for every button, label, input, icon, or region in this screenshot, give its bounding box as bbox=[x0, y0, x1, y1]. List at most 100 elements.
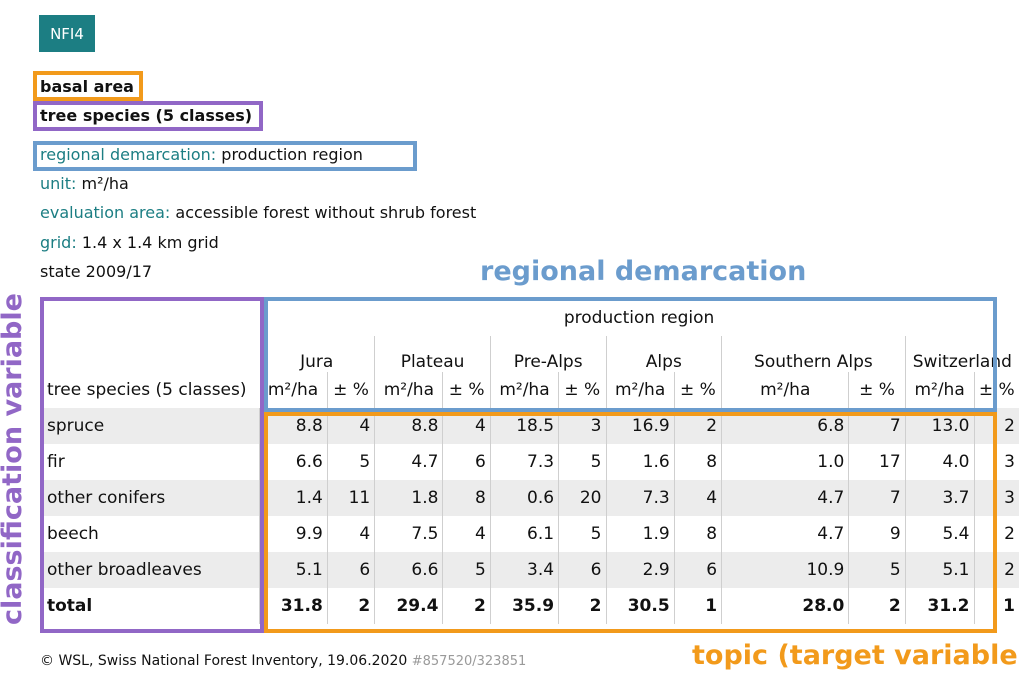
regional-box bbox=[264, 297, 997, 412]
error-cell: 5 bbox=[848, 552, 906, 588]
unit-col-header: m²/ha bbox=[374, 372, 443, 408]
classification-title: tree species (5 classes) bbox=[40, 106, 253, 125]
value-cell: 4.7 bbox=[374, 444, 443, 480]
error-cell: 6 bbox=[326, 552, 375, 588]
value-cell: 6.1 bbox=[489, 516, 559, 552]
regional-line: regional demarcation: production region bbox=[40, 145, 363, 165]
value-cell: 1.6 bbox=[605, 444, 675, 480]
value-cell: 1.8 bbox=[374, 480, 443, 516]
value-cell: 6.6 bbox=[374, 552, 443, 588]
value-cell: 10.9 bbox=[721, 552, 849, 588]
error-cell: 5 bbox=[558, 444, 606, 480]
value-cell: 5.4 bbox=[904, 516, 974, 552]
classification-box bbox=[40, 297, 264, 633]
value-cell: 7.3 bbox=[605, 480, 675, 516]
row-label: total bbox=[47, 596, 93, 616]
footer-id: #857520/323851 bbox=[411, 654, 527, 669]
value-cell: 13.0 bbox=[904, 408, 974, 444]
topic-annotation: topic (target variable) bbox=[692, 640, 1019, 671]
error-cell: 2 bbox=[558, 588, 606, 624]
evaluation-value: accessible forest without shrub forest bbox=[175, 203, 477, 222]
error-cell: 2 bbox=[442, 588, 491, 624]
table-row: other conifers 1.4 11 1.8 8 0.6 20 7.3 4 4.7 7 3.7 3 bbox=[44, 480, 1019, 516]
table-row: other broadleaves 5.1 6 6.6 5 3.4 6 2.9 6 10.9 5 5.… bbox=[44, 552, 1019, 588]
value-cell: 4.7 bbox=[721, 516, 849, 552]
error-col-header: ± % bbox=[673, 372, 722, 408]
error-cell: 6 bbox=[558, 552, 606, 588]
error-cell: 3 bbox=[973, 480, 1019, 516]
row-label: other conifers bbox=[44, 480, 260, 516]
footer-copyright: © WSL, Swiss National Forest Inventory, … bbox=[40, 653, 408, 669]
error-cell: 4 bbox=[326, 516, 375, 552]
error-cell: 7 bbox=[848, 480, 906, 516]
classification-annotation: classification variable bbox=[0, 293, 28, 625]
grid-label: grid: bbox=[40, 233, 77, 252]
value-cell: 1.0 bbox=[721, 444, 849, 480]
value-cell: 9.9 bbox=[258, 516, 328, 552]
error-cell: 5 bbox=[558, 516, 606, 552]
topic-box bbox=[264, 412, 997, 633]
error-cell: 11 bbox=[326, 480, 375, 516]
unit-col-header: m²/ha bbox=[904, 372, 974, 408]
error-col-header: ± % bbox=[442, 372, 491, 408]
table-row: fir 6.6 5 4.7 6 7.3 5 1.6 8 1.0 17 4.0 3 bbox=[44, 444, 1019, 480]
row-label: beech bbox=[47, 524, 99, 544]
value-cell: 7.3 bbox=[489, 444, 559, 480]
evaluation-line: evaluation area: accessible forest witho… bbox=[40, 203, 476, 223]
value-cell: 30.5 bbox=[605, 588, 675, 624]
region-header: Jura bbox=[300, 352, 334, 372]
evaluation-label: evaluation area: bbox=[40, 203, 171, 222]
value-cell: 2.9 bbox=[605, 552, 675, 588]
error-cell: 8 bbox=[673, 516, 722, 552]
error-col-header: ± % bbox=[326, 372, 375, 408]
value-cell: 3.4 bbox=[489, 552, 559, 588]
value-cell: 6.6 bbox=[258, 444, 328, 480]
regional-highlight-box bbox=[33, 141, 417, 171]
value-cell: 4.7 bbox=[721, 480, 849, 516]
error-col-header: ± % bbox=[848, 372, 906, 408]
grid-line: grid: 1.4 x 1.4 km grid bbox=[40, 233, 219, 253]
nfi4-badge: NFI4 bbox=[39, 15, 95, 52]
value-cell: 5.1 bbox=[904, 552, 974, 588]
error-cell: 8 bbox=[442, 480, 491, 516]
value-cell: 4.0 bbox=[904, 444, 974, 480]
error-cell: 5 bbox=[326, 444, 375, 480]
value-cell: 7.5 bbox=[374, 516, 443, 552]
row-header: tree species (5 classes) bbox=[47, 380, 247, 400]
error-cell: 17 bbox=[848, 444, 906, 480]
unit-col-header: m²/ha bbox=[721, 372, 849, 408]
region-header: Southern Alps bbox=[721, 336, 906, 372]
error-cell: 6 bbox=[673, 552, 722, 588]
region-header: Pre-Alps bbox=[489, 336, 606, 372]
group-header: production region bbox=[563, 308, 715, 328]
region-header: Switzerland bbox=[904, 336, 1019, 372]
row-label: fir bbox=[47, 452, 65, 472]
unit-col-header: m²/ha bbox=[267, 380, 319, 400]
region-header: Alps bbox=[605, 336, 722, 372]
classification-highlight-box bbox=[33, 101, 263, 131]
value-cell: 1.9 bbox=[605, 516, 675, 552]
error-cell: 2 bbox=[326, 588, 375, 624]
error-cell: 6 bbox=[442, 444, 491, 480]
value-cell: 31.2 bbox=[904, 588, 974, 624]
value-cell: 1.4 bbox=[258, 480, 328, 516]
value-cell: 3.7 bbox=[904, 480, 974, 516]
error-cell: 5 bbox=[442, 552, 491, 588]
unit-value: m²/ha bbox=[81, 174, 129, 193]
region-header: Plateau bbox=[374, 336, 491, 372]
regional-label: regional demarcation: bbox=[40, 145, 217, 164]
unit-col-header: m²/ha bbox=[605, 372, 675, 408]
error-col-header: ± % bbox=[558, 372, 606, 408]
unit-label: unit: bbox=[40, 174, 77, 193]
regional-value: production region bbox=[221, 145, 363, 164]
error-cell: 4 bbox=[442, 516, 491, 552]
error-cell: 1 bbox=[673, 588, 722, 624]
footer: © WSL, Swiss National Forest Inventory, … bbox=[40, 653, 526, 669]
error-cell: 9 bbox=[848, 516, 906, 552]
unit-line: unit: m²/ha bbox=[40, 174, 129, 194]
value-cell: 31.8 bbox=[258, 588, 328, 624]
unit-col-header: m²/ha bbox=[489, 372, 559, 408]
regional-demarcation-annotation: regional demarcation bbox=[480, 256, 807, 287]
value-cell: 28.0 bbox=[721, 588, 849, 624]
topic-highlight-box bbox=[33, 71, 143, 101]
